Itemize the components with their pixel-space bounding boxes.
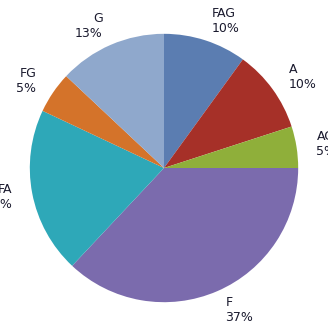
Wedge shape	[43, 76, 164, 168]
Text: G
13%: G 13%	[75, 12, 103, 40]
Wedge shape	[164, 59, 292, 168]
Wedge shape	[164, 127, 298, 168]
Text: AG
5%: AG 5%	[317, 130, 328, 158]
Wedge shape	[72, 168, 298, 302]
Text: FG
5%: FG 5%	[16, 67, 36, 95]
Wedge shape	[30, 111, 164, 266]
Text: FA
20%: FA 20%	[0, 183, 12, 211]
Wedge shape	[66, 34, 164, 168]
Text: FAG
10%: FAG 10%	[212, 7, 239, 35]
Text: A
10%: A 10%	[289, 63, 317, 91]
Text: F
37%: F 37%	[225, 296, 253, 324]
Wedge shape	[164, 34, 243, 168]
